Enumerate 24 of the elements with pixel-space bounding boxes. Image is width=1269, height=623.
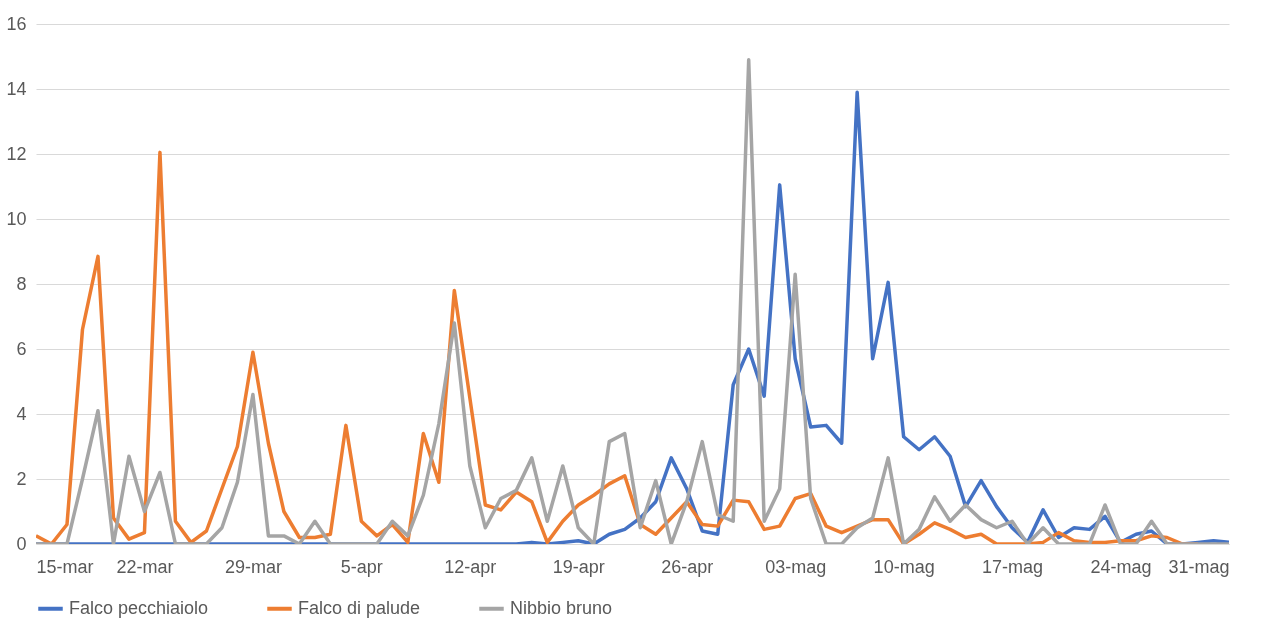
x-tick-label: 12-apr (444, 556, 497, 577)
x-tick-label: 5-apr (340, 556, 383, 577)
y-tick-label: 2 (16, 468, 27, 489)
y-tick-label: 0 (16, 533, 27, 554)
x-tick-label: 29-mar (224, 556, 282, 577)
y-tick-label: 8 (16, 273, 27, 294)
y-tick-label: 10 (6, 208, 27, 229)
legend-label: Falco pecchiaiolo (69, 597, 209, 618)
x-tick-label: 31-mag (1168, 556, 1230, 577)
legend-label: Nibbio bruno (510, 597, 613, 618)
y-tick-label: 14 (6, 78, 27, 99)
x-tick-label: 24-mag (1090, 556, 1152, 577)
x-tick-label: 26-apr (661, 556, 714, 577)
x-tick-label: 03-mag (765, 556, 827, 577)
x-tick-label: 17-mag (982, 556, 1044, 577)
x-tick-label: 10-mag (873, 556, 935, 577)
y-tick-label: 12 (6, 143, 27, 164)
y-tick-label: 6 (16, 338, 27, 359)
y-tick-label: 4 (16, 403, 27, 424)
x-tick-label: 15-mar (36, 556, 94, 577)
x-tick-label: 19-apr (552, 556, 605, 577)
legend-label: Falco di palude (298, 597, 421, 618)
x-tick-label: 22-mar (116, 556, 174, 577)
y-tick-label: 16 (6, 13, 27, 34)
